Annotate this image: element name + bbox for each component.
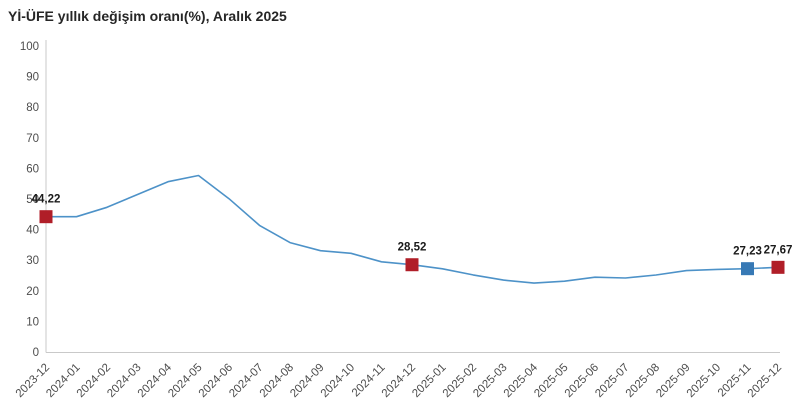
data-point-marker-2025-11 — [741, 262, 754, 276]
y-axis-tick-label: 100 — [20, 41, 39, 53]
y-axis-tick-label: 80 — [26, 102, 39, 114]
y-axis-tick-label: 30 — [26, 255, 39, 267]
y-axis-tick-label: 40 — [26, 225, 39, 237]
x-axis-tick-label: 2025-12 — [746, 362, 784, 400]
data-point-label-2025-11: 27,23 — [733, 246, 762, 258]
y-axis-tick-label: 10 — [26, 316, 39, 328]
x-axis-tick-label: 2025-10 — [685, 362, 723, 400]
y-axis-tick-label: 50 — [26, 194, 39, 206]
data-point-label-2025-12: 27,67 — [764, 244, 793, 256]
x-axis-tick-label: 2024-10 — [319, 362, 357, 400]
y-axis-tick-label: 90 — [26, 72, 39, 84]
y-axis-tick-label: 0 — [33, 347, 39, 359]
y-axis-tick-label: 60 — [26, 163, 39, 175]
data-point-marker-2025-12 — [771, 260, 785, 274]
y-axis-tick-label: 70 — [26, 133, 39, 145]
y-axis-tick-label: 20 — [26, 286, 39, 298]
data-point-label-2024-12: 28,52 — [398, 242, 427, 254]
data-point-marker-2024-12 — [405, 258, 419, 272]
data-point-label-2023-12: 44,22 — [32, 194, 61, 206]
data-point-marker-2023-12 — [39, 210, 53, 224]
chart-title: Yİ-ÜFE yıllık değişim oranı(%), Aralık 2… — [8, 8, 287, 24]
